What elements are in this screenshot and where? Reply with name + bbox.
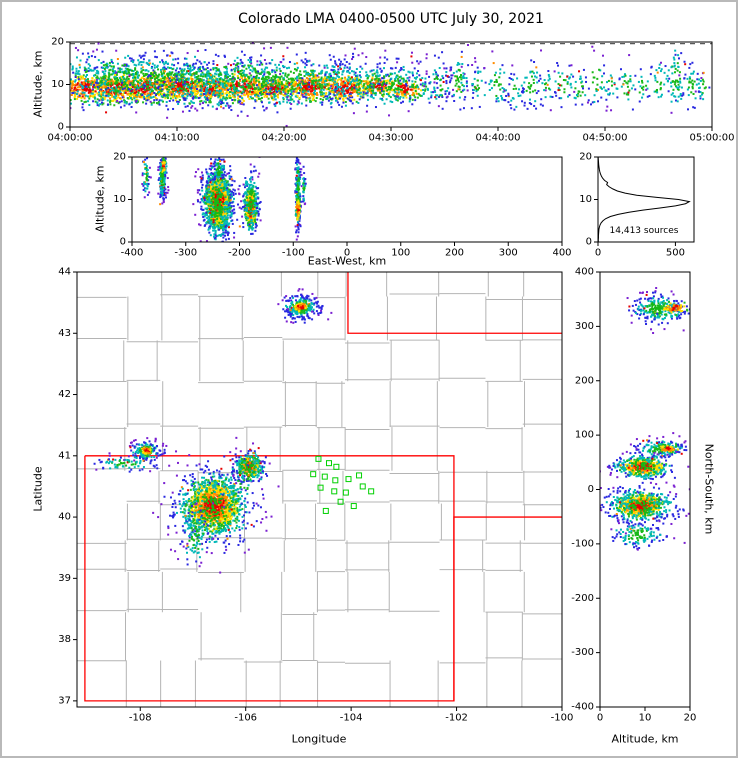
lma-plot-canvas	[2, 2, 736, 756]
lma-figure: Colorado LMA 0400-0500 UTC July 30, 2021…	[0, 0, 738, 758]
